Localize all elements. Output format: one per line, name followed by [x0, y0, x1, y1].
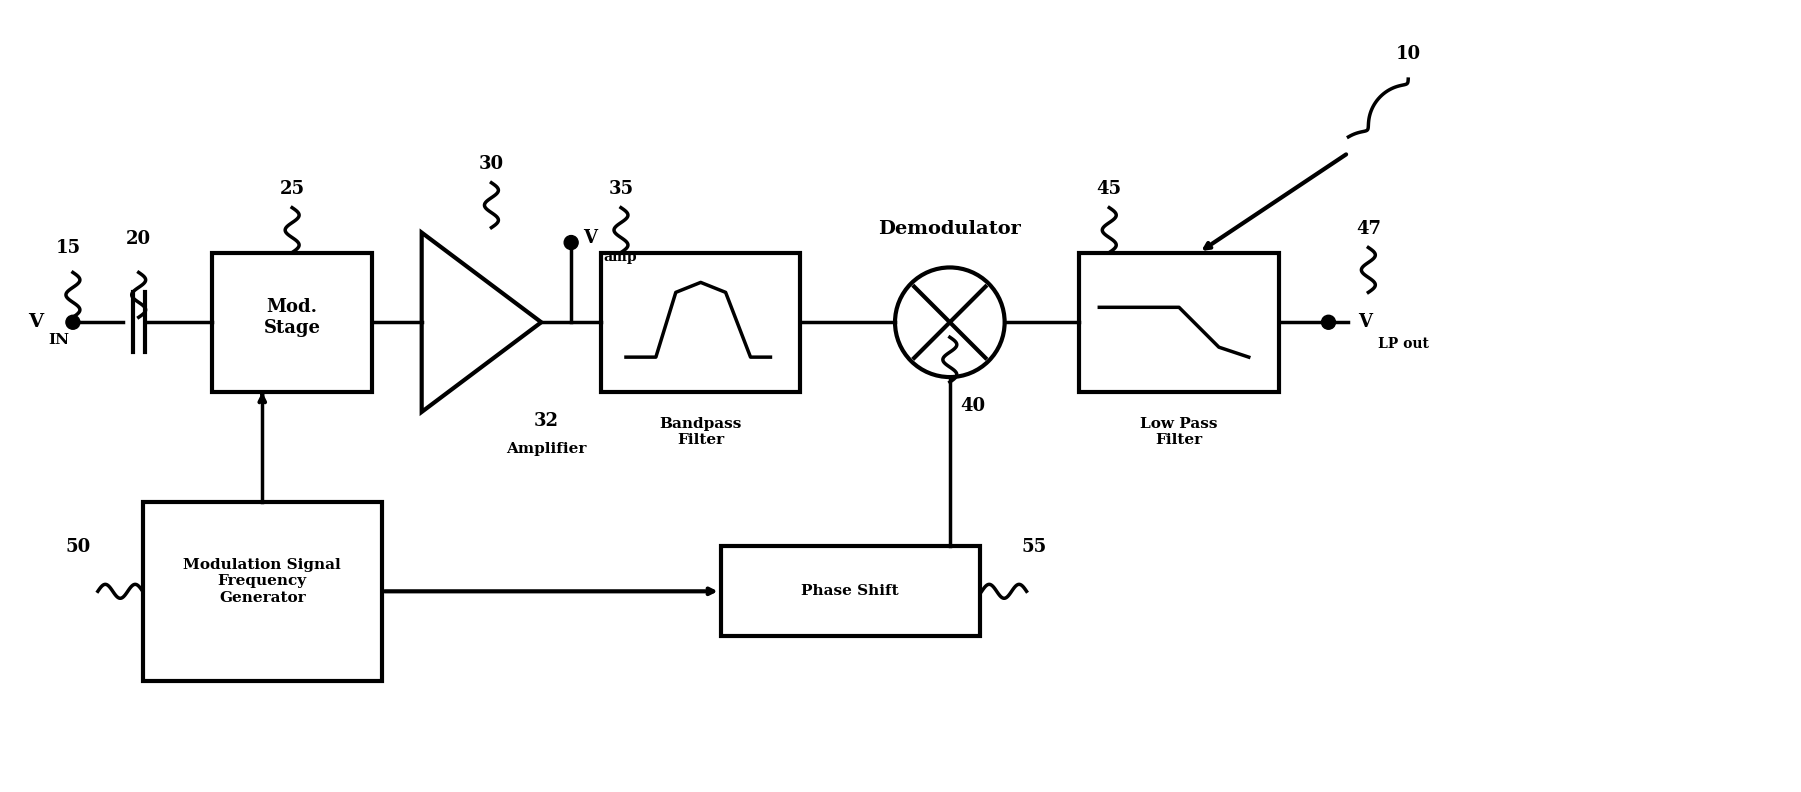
- Polygon shape: [421, 233, 542, 412]
- Text: 20: 20: [126, 230, 151, 248]
- Circle shape: [1322, 315, 1336, 329]
- Text: Amplifier: Amplifier: [506, 442, 587, 456]
- Text: 15: 15: [56, 239, 81, 257]
- Text: Phase Shift: Phase Shift: [801, 584, 899, 598]
- Text: Mod.
Stage: Mod. Stage: [263, 298, 321, 337]
- Text: IN: IN: [49, 333, 68, 347]
- FancyBboxPatch shape: [213, 253, 371, 392]
- Text: amp: amp: [603, 250, 638, 265]
- Text: 32: 32: [533, 412, 558, 430]
- Text: V: V: [29, 314, 43, 331]
- Text: Low Pass
Filter: Low Pass Filter: [1140, 417, 1217, 447]
- Text: 25: 25: [279, 180, 304, 198]
- Text: 35: 35: [609, 180, 634, 198]
- Text: 30: 30: [479, 154, 504, 173]
- Text: Bandpass
Filter: Bandpass Filter: [659, 417, 742, 447]
- Text: LP out: LP out: [1378, 337, 1430, 351]
- Text: 47: 47: [1356, 219, 1381, 238]
- Text: Modulation Signal
Frequency
Generator: Modulation Signal Frequency Generator: [184, 558, 340, 604]
- Circle shape: [564, 235, 578, 249]
- Text: 10: 10: [1396, 45, 1421, 63]
- Circle shape: [67, 315, 79, 329]
- Text: 55: 55: [1021, 539, 1046, 557]
- FancyBboxPatch shape: [142, 501, 382, 681]
- Text: V: V: [1358, 314, 1372, 331]
- Text: 45: 45: [1097, 180, 1122, 198]
- FancyBboxPatch shape: [1079, 253, 1279, 392]
- Text: 50: 50: [65, 539, 90, 557]
- Text: V: V: [584, 229, 598, 246]
- FancyBboxPatch shape: [602, 253, 800, 392]
- Text: Demodulator: Demodulator: [879, 219, 1021, 238]
- FancyBboxPatch shape: [720, 546, 980, 636]
- Text: 40: 40: [960, 397, 985, 415]
